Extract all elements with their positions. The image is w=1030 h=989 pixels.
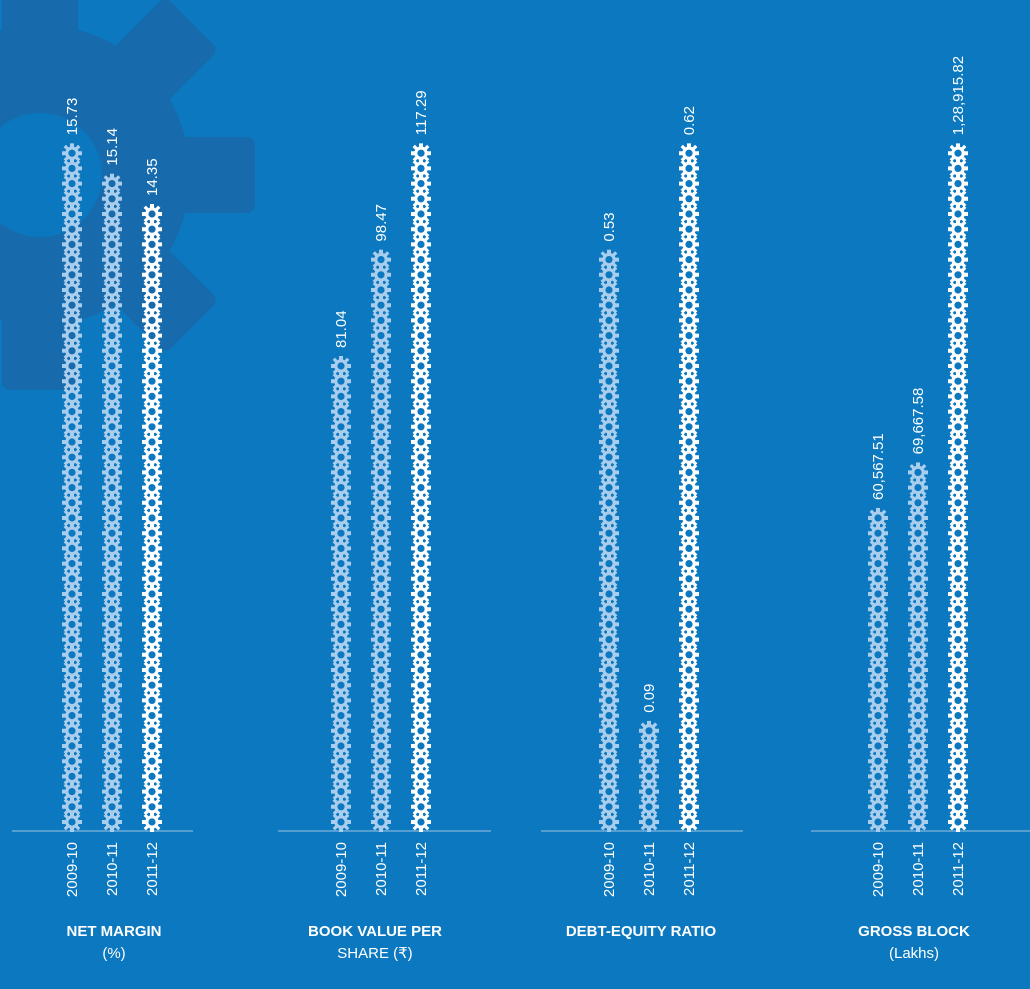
value-label: 69,667.58 bbox=[910, 388, 927, 455]
category-label: 2011-12 bbox=[144, 842, 161, 896]
value-label: 81.04 bbox=[333, 310, 350, 348]
value-label: 98.47 bbox=[373, 204, 390, 242]
chart-title: BOOK VALUE PER bbox=[308, 923, 442, 940]
category-label: 2011-12 bbox=[681, 842, 698, 896]
bar-2011-12 bbox=[948, 143, 968, 832]
bar-2011-12 bbox=[679, 143, 699, 832]
bar-2009-10 bbox=[599, 249, 619, 832]
chart-title: GROSS BLOCK bbox=[858, 923, 970, 940]
chart-gross-block: GROSS BLOCK (Lakhs) 60,567.51 2009-10 69,6… bbox=[811, 56, 1030, 962]
chart-title: DEBT-EQUITY RATIO bbox=[566, 923, 717, 940]
category-label: 2009-10 bbox=[870, 842, 887, 897]
value-label: 0.62 bbox=[681, 106, 698, 135]
value-label: 0.53 bbox=[601, 212, 618, 241]
category-label: 2011-12 bbox=[950, 842, 967, 896]
category-label: 2010-11 bbox=[373, 842, 390, 896]
value-label: 14.35 bbox=[144, 158, 161, 196]
category-label: 2010-11 bbox=[641, 842, 658, 896]
watermark-gear-icon bbox=[0, 0, 255, 390]
category-label: 2009-10 bbox=[64, 842, 81, 897]
category-label: 2010-11 bbox=[104, 842, 121, 896]
chart-subtitle: (Lakhs) bbox=[889, 945, 939, 962]
bar-2011-12 bbox=[142, 204, 162, 832]
value-label: 117.29 bbox=[413, 90, 430, 135]
value-label: 15.73 bbox=[64, 98, 81, 136]
category-label: 2009-10 bbox=[601, 842, 618, 897]
value-label: 60,567.51 bbox=[870, 433, 887, 500]
value-label: 1,28,915.82 bbox=[950, 56, 967, 135]
chart-book-value-per-share: BOOK VALUE PER SHARE (₹) 81.04 2009-10 98.… bbox=[278, 90, 491, 962]
category-label: 2010-11 bbox=[910, 842, 927, 896]
bar-2011-12 bbox=[411, 143, 431, 832]
category-label: 2009-10 bbox=[333, 842, 350, 897]
value-label: 0.09 bbox=[641, 684, 658, 713]
chart-net-margin: NET MARGIN (%) 15.73 2009-10 15.14 2010-11 1… bbox=[12, 98, 193, 962]
bar-2009-10 bbox=[331, 356, 351, 832]
chart-debt-equity-ratio: DEBT-EQUITY RATIO 0.53 2009-10 0.09 2010-11… bbox=[541, 106, 743, 940]
value-label: 15.14 bbox=[104, 128, 121, 166]
bar-2009-10 bbox=[868, 508, 888, 832]
bar-2010-11 bbox=[371, 249, 391, 832]
chart-subtitle: (%) bbox=[102, 945, 125, 962]
chart-title: NET MARGIN bbox=[67, 923, 162, 940]
bar-2010-11 bbox=[908, 462, 928, 832]
category-label: 2011-12 bbox=[413, 842, 430, 896]
bar-2010-11 bbox=[639, 720, 659, 832]
chart-subtitle: SHARE (₹) bbox=[337, 945, 412, 962]
